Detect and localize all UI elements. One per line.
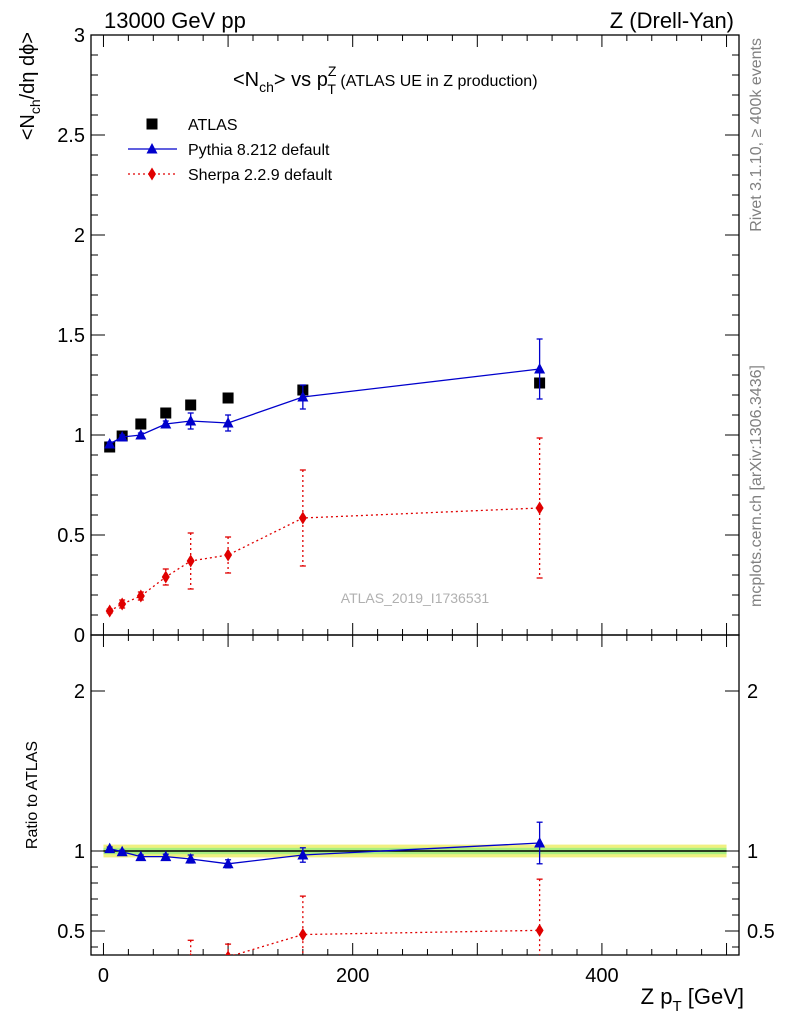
main-atlas-point	[135, 418, 147, 430]
main-panel: 0 0.5 1 1.5 2 2.5 3	[57, 25, 740, 647]
main-sherpa-2-2-9-default-point	[161, 570, 170, 584]
main-pythia-8-212-default-point	[534, 363, 546, 374]
main-ytick-label: 1	[74, 425, 85, 447]
main-atlas-point	[185, 399, 197, 411]
ratio-ytick-label: 2	[74, 681, 85, 703]
main-series-group	[104, 338, 546, 618]
main-ytick-label: 2	[74, 225, 85, 247]
ratio-pythia-8-212-default-point	[135, 850, 147, 862]
ratio-pythia-8-212-default-point	[160, 850, 172, 862]
ratio-pythia-8-212-default-point	[534, 837, 546, 848]
ratio-series-group	[104, 821, 546, 993]
ratio-pythia-8-212-default-point	[185, 853, 197, 864]
main-ytick-label: 2.5	[57, 125, 85, 147]
main-sherpa-2-2-9-default-point	[224, 548, 233, 562]
ratio-ytick-label: 1	[74, 841, 85, 863]
analysis-watermark: ATLAS_2019_I1736531	[341, 590, 490, 606]
main-sherpa-2-2-9-default-point	[105, 604, 114, 618]
main-pythia-8-212-default-point	[185, 415, 197, 426]
ratio-ytick-label-right: 0.5	[747, 921, 775, 943]
main-pythia-8-212-default-line	[109, 368, 540, 445]
title-sub: ch	[259, 79, 274, 95]
ratio-frame	[90, 634, 740, 956]
legend-sherpa-2-2-9-default-marker	[148, 167, 156, 181]
main-sherpa-2-2-9-default-point	[298, 511, 307, 525]
main-pythia-8-212-default-point	[222, 417, 234, 428]
main-atlas-point	[160, 407, 172, 419]
main-ytick-label: 0.5	[57, 525, 85, 547]
legend-pythia-8-212-default-marker	[146, 143, 158, 154]
ratio-sherpa-2-2-9-default-point	[118, 980, 126, 993]
ratio-sherpa-2-2-9-default-line	[232, 929, 540, 955]
mcplots-label: mcplots.cern.ch [arXiv:1306.3436]	[748, 365, 765, 607]
main-atlas-point	[222, 392, 234, 404]
main-sherpa-2-2-9-default-point	[136, 589, 145, 603]
legend-pythia-8-212-default-label: Pythia 8.212 default	[188, 142, 330, 159]
main-pythia-8-212-default-point	[297, 391, 309, 402]
main-sherpa-2-2-9-default-point	[535, 501, 544, 515]
ratio-xtick-label: 400	[585, 965, 618, 987]
plot-title: <Nch> vs pZ T (ATLAS UE in Z production)	[233, 63, 538, 97]
main-pythia-8-212-default-point	[160, 418, 172, 429]
legend-atlas-marker	[146, 118, 158, 130]
ratio-ytick-label: 0.5	[57, 921, 85, 943]
legend: ATLAS Pythia 8.212 default Sherpa 2.2.9 de…	[128, 117, 333, 184]
ratio-sherpa-2-2-9-default-point	[162, 963, 170, 976]
ratio-pythia-8-212-default-point	[297, 849, 309, 860]
main-sherpa-2-2-9-default-point	[186, 554, 195, 568]
ratio-sherpa-2-2-9-default-point	[189, 952, 192, 955]
title-sup: Z	[328, 63, 337, 79]
ratio-sherpa-2-2-9-default-point	[535, 923, 544, 937]
title-mid: > vs p	[274, 69, 328, 91]
ratio-sherpa-2-2-9-default-point	[298, 928, 307, 942]
title-main: <N	[233, 69, 259, 91]
legend-atlas-label: ATLAS	[188, 117, 238, 134]
main-pythia-8-212-default-point	[116, 431, 128, 442]
rivet-version-label: Rivet 3.1.10, ≥ 400k events	[748, 38, 765, 232]
title-sub2: T	[327, 81, 336, 97]
ratio-pythia-8-212-default-point	[104, 842, 116, 854]
main-ytick-label: 3	[74, 25, 85, 47]
ratio-y-axis-label: Ratio to ATLAS	[24, 741, 41, 849]
ratio-pythia-8-212-default-point	[116, 845, 128, 857]
ratio-panel: 0 200 400 0.5 0.5 1 1 2 2	[57, 634, 775, 993]
ratio-xtick-label: 0	[98, 965, 109, 987]
legend-sherpa-2-2-9-default-label: Sherpa 2.2.9 default	[188, 167, 333, 184]
ratio-sherpa-2-2-9-default-point	[225, 950, 231, 955]
process-label: Z (Drell-Yan)	[610, 8, 734, 33]
main-sherpa-2-2-9-default-point	[118, 597, 127, 611]
energy-label: 13000 GeV pp	[104, 8, 246, 33]
ratio-xtick-label: 200	[336, 965, 369, 987]
ratio-ytick-label-right: 2	[747, 681, 758, 703]
main-pythia-8-212-default-point	[135, 429, 147, 440]
main-pythia-8-212-default-point	[104, 438, 116, 449]
main-ytick-label: 1.5	[57, 325, 85, 347]
x-axis-label: Z pT [GeV]	[641, 984, 744, 1015]
title-tail: (ATLAS UE in Z production)	[336, 73, 538, 90]
main-sherpa-2-2-9-default-line	[109, 507, 540, 612]
ratio-ytick-label-right: 1	[747, 841, 758, 863]
main-y-axis-label: <Nch/dη dϕ>	[17, 32, 43, 140]
ratio-sherpa-2-2-9-default-point	[137, 975, 145, 988]
main-ytick-label: 0	[74, 625, 85, 647]
ratio-pythia-8-212-default-point	[222, 857, 234, 869]
